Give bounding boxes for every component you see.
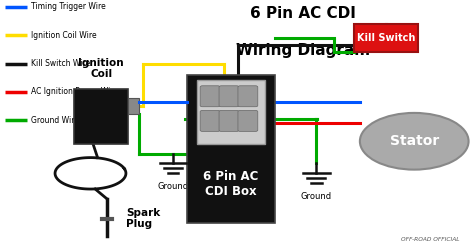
Bar	[128, 98, 139, 114]
Text: Kill Switch Wire: Kill Switch Wire	[31, 59, 91, 68]
Bar	[197, 80, 265, 144]
Text: AC Ignition Power Wire: AC Ignition Power Wire	[31, 88, 118, 96]
Text: Ground: Ground	[301, 192, 332, 201]
Text: Stator: Stator	[390, 134, 439, 148]
FancyBboxPatch shape	[238, 110, 258, 131]
Bar	[74, 90, 128, 144]
Text: Timing Trigger Wire: Timing Trigger Wire	[31, 2, 106, 11]
Text: Kill Switch: Kill Switch	[357, 33, 415, 43]
Text: Spark
Plug: Spark Plug	[126, 208, 160, 229]
Circle shape	[360, 113, 469, 170]
Text: Ignition
Coil: Ignition Coil	[78, 58, 124, 79]
FancyBboxPatch shape	[219, 86, 239, 107]
Text: Ignition Coil Wire: Ignition Coil Wire	[31, 31, 97, 40]
Text: 6 Pin AC
CDI Box: 6 Pin AC CDI Box	[203, 170, 259, 198]
FancyBboxPatch shape	[200, 110, 220, 131]
Text: OFF-ROAD OFFICIAL: OFF-ROAD OFFICIAL	[401, 237, 459, 242]
Bar	[354, 24, 418, 53]
Bar	[187, 75, 275, 223]
Text: Ground: Ground	[158, 182, 189, 191]
FancyBboxPatch shape	[200, 86, 220, 107]
Text: Ground Wire: Ground Wire	[31, 116, 80, 125]
Text: Wiring Diagram: Wiring Diagram	[236, 43, 370, 58]
FancyBboxPatch shape	[238, 86, 258, 107]
Text: 6 Pin AC CDI: 6 Pin AC CDI	[250, 6, 356, 21]
FancyBboxPatch shape	[219, 110, 239, 131]
